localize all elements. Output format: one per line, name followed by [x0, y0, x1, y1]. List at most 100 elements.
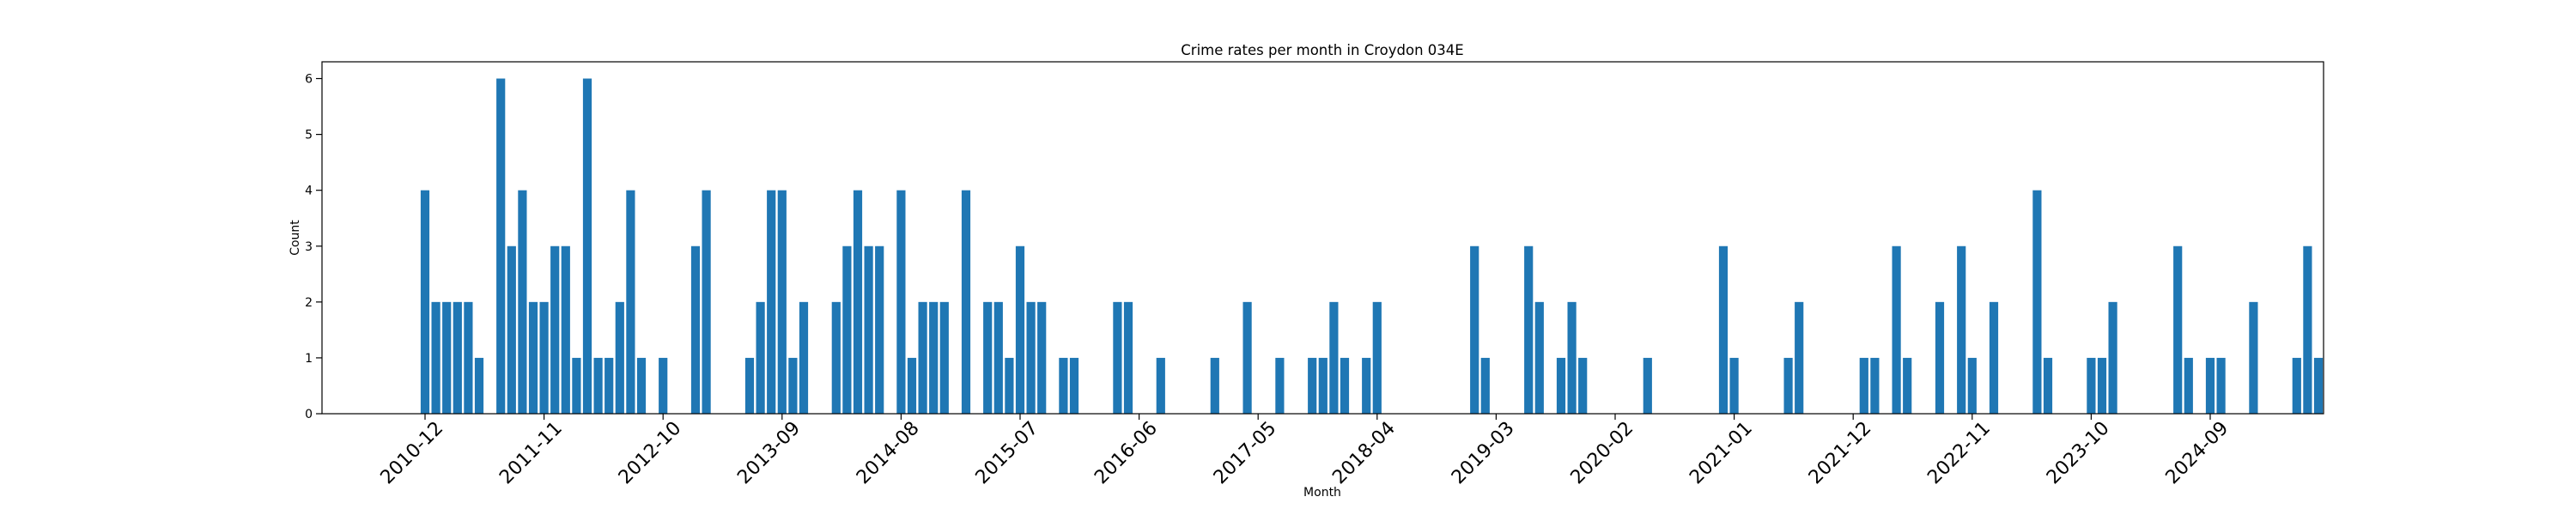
bar-2022-08 — [1935, 301, 1945, 414]
bar-2025-06 — [2303, 245, 2312, 414]
bar-2015-11 — [1059, 357, 1068, 414]
bar-2024-09 — [2205, 357, 2215, 414]
bar-2013-10 — [788, 357, 798, 414]
bars-group — [420, 78, 2324, 415]
y-tick-label: 4 — [305, 185, 313, 198]
bar-2012-02 — [572, 357, 581, 414]
bar-2022-10 — [1957, 245, 1966, 414]
y-tick-label: 6 — [305, 73, 313, 87]
bar-2010-12 — [420, 190, 430, 414]
bar-2011-09 — [518, 190, 527, 414]
bar-2025-05 — [2292, 357, 2301, 414]
bar-2019-10 — [1567, 301, 1577, 414]
y-tick-label: 5 — [305, 129, 313, 142]
y-axis-label: Count — [289, 220, 302, 256]
bar-2015-05 — [993, 301, 1003, 414]
bar-2013-07 — [756, 301, 765, 414]
bar-2015-07 — [1015, 245, 1025, 414]
bar-2023-11 — [2097, 357, 2107, 414]
bar-2013-08 — [767, 190, 776, 414]
bar-2024-06 — [2173, 245, 2183, 414]
bar-2012-07 — [626, 190, 635, 414]
bar-2016-08 — [1156, 357, 1165, 414]
bar-2013-06 — [744, 357, 755, 414]
bar-2014-02 — [831, 301, 841, 414]
bar-2021-07 — [1795, 301, 1804, 414]
bar-2017-11 — [1318, 357, 1327, 414]
bar-2015-02 — [961, 190, 971, 414]
bar-2023-05 — [2032, 190, 2042, 414]
bar-2016-05 — [1123, 301, 1133, 414]
bar-2019-09 — [1556, 357, 1566, 414]
bar-2011-10 — [528, 301, 538, 414]
bar-2019-06 — [1524, 245, 1534, 414]
bar-2011-11 — [539, 301, 549, 414]
bar-2016-04 — [1113, 301, 1122, 414]
bar-2014-04 — [853, 190, 863, 414]
bar-2017-07 — [1275, 357, 1285, 414]
bar-2022-05 — [1903, 357, 1912, 414]
bar-2013-01 — [690, 245, 701, 414]
bar-2011-04 — [464, 301, 473, 414]
bar-2024-07 — [2184, 357, 2193, 414]
bar-2011-05 — [474, 357, 484, 414]
bar-2018-01 — [1340, 357, 1350, 414]
bar-2023-01 — [1989, 301, 1999, 414]
bar-2019-01 — [1470, 245, 1479, 414]
bar-2014-08 — [896, 190, 906, 414]
bar-2012-03 — [582, 78, 592, 415]
bar-2011-01 — [431, 301, 440, 414]
y-tick-label: 1 — [305, 352, 313, 366]
bar-2022-02 — [1870, 357, 1880, 414]
bar-2015-08 — [1026, 301, 1036, 414]
bar-2018-03 — [1362, 357, 1371, 414]
bar-2012-01 — [561, 245, 570, 414]
bar-2011-07 — [496, 78, 506, 415]
bar-2022-11 — [1967, 357, 1977, 414]
bar-2014-06 — [875, 245, 884, 414]
bar-2022-04 — [1892, 245, 1901, 414]
bar-2012-06 — [615, 301, 624, 414]
bar-2015-06 — [1005, 357, 1014, 414]
bar-2023-12 — [2108, 301, 2117, 414]
y-tick-label: 2 — [305, 296, 313, 310]
bar-2023-10 — [2087, 357, 2096, 414]
bar-2011-12 — [550, 245, 560, 414]
bar-2014-12 — [939, 301, 949, 414]
y-axis-ticks: 0 1 2 3 4 5 6 — [305, 73, 322, 421]
x-axis-label: Month — [1303, 486, 1341, 500]
bar-2021-06 — [1783, 357, 1793, 414]
bar-2014-09 — [907, 357, 917, 414]
bar-2019-07 — [1534, 301, 1544, 414]
bar-2012-04 — [593, 357, 603, 414]
bar-2025-07 — [2313, 357, 2324, 414]
bar-2018-04 — [1372, 301, 1382, 414]
bar-2017-04 — [1242, 301, 1252, 414]
bar-2017-01 — [1210, 357, 1219, 414]
bar-2012-05 — [605, 357, 614, 414]
y-tick-label: 0 — [305, 408, 313, 421]
bar-2011-02 — [442, 301, 452, 414]
bar-2025-01 — [2249, 301, 2258, 414]
bar-2024-10 — [2216, 357, 2226, 414]
bar-2012-08 — [636, 357, 647, 414]
bar-2013-11 — [799, 301, 809, 414]
y-tick-label: 3 — [305, 240, 313, 254]
bar-2022-01 — [1859, 357, 1868, 414]
bar-2014-10 — [918, 301, 927, 414]
plot-frame — [321, 61, 2324, 415]
bar-2014-03 — [842, 245, 852, 414]
bar-2011-03 — [453, 301, 462, 414]
bar-2011-08 — [507, 245, 516, 414]
bar-2021-01 — [1729, 357, 1739, 414]
bar-2017-10 — [1308, 357, 1317, 414]
bar-2023-06 — [2043, 357, 2053, 414]
bar-2014-11 — [929, 301, 939, 414]
bar-2015-04 — [983, 301, 993, 414]
bar-2017-12 — [1329, 301, 1339, 414]
bar-2013-02 — [702, 190, 711, 414]
bar-2020-12 — [1718, 245, 1728, 414]
bar-2014-05 — [864, 245, 873, 414]
